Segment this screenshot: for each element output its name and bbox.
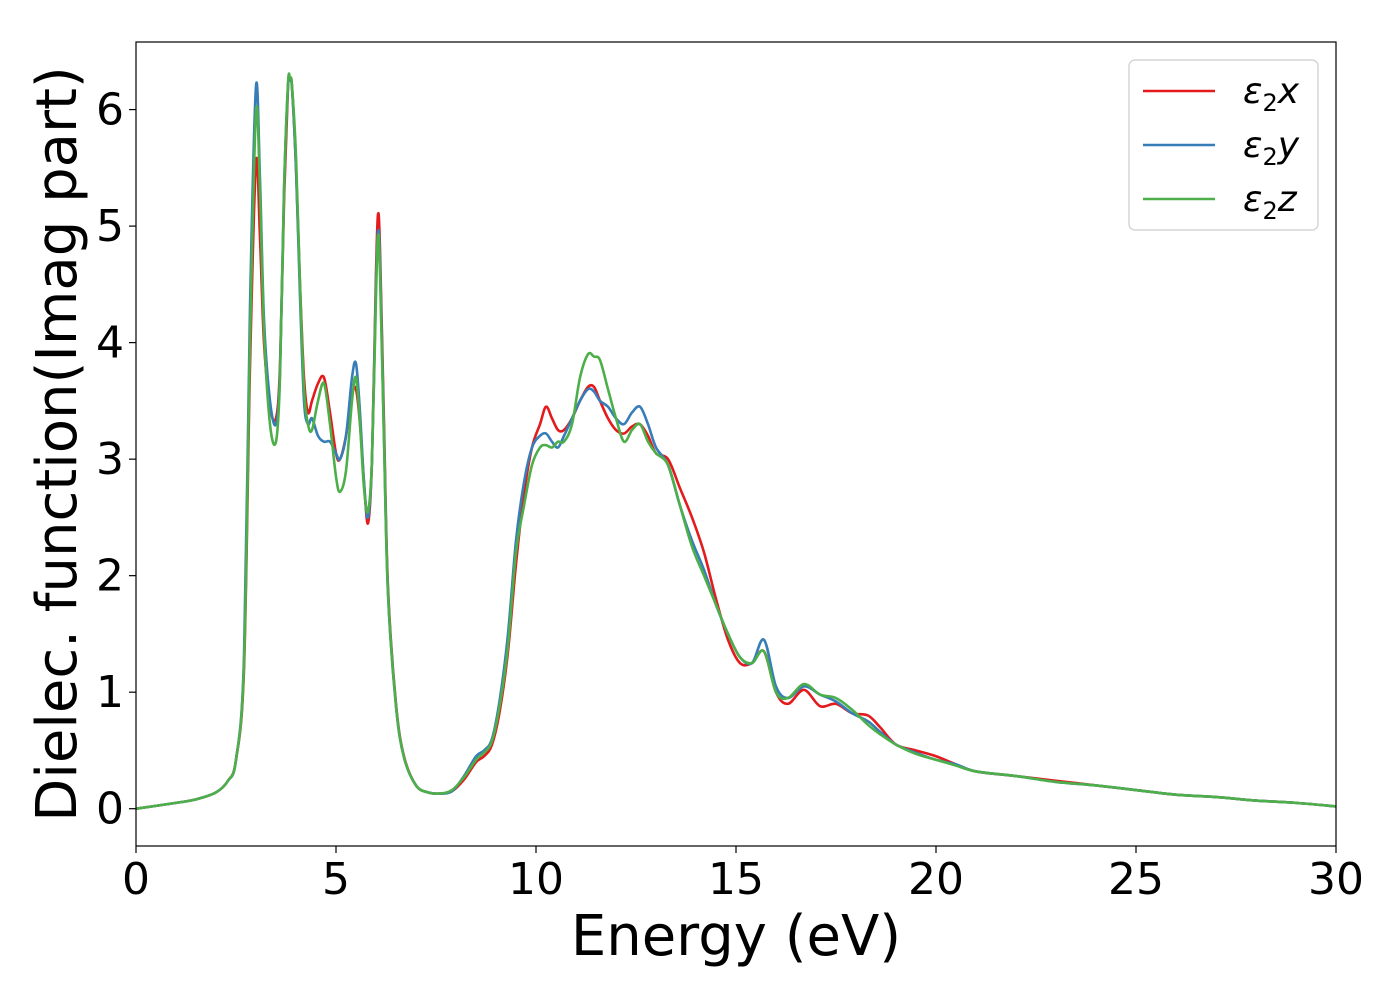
x-tick-label: 0 bbox=[122, 854, 150, 905]
legend-box bbox=[1128, 59, 1319, 231]
x-tick-label: 30 bbox=[1308, 854, 1364, 905]
legend-label-z: ε2z bbox=[1243, 179, 1298, 225]
x-tick-label: 5 bbox=[322, 854, 350, 905]
y-axis: 0 1 2 3 4 5 6 bbox=[96, 85, 136, 835]
y-tick-label: 1 bbox=[96, 667, 124, 718]
y-axis-label: Dielec. function(Imag part) bbox=[25, 66, 90, 822]
x-tick-label: 10 bbox=[508, 854, 564, 905]
series-line-z bbox=[136, 72, 1336, 811]
x-axis: 0 5 10 15 20 25 30 bbox=[122, 846, 1364, 905]
y-tick-label: 4 bbox=[96, 318, 124, 369]
y-tick-label: 2 bbox=[96, 551, 124, 602]
y-tick-label: 3 bbox=[96, 434, 124, 485]
x-tick-label: 25 bbox=[1108, 854, 1164, 905]
x-axis-label: Energy (eV) bbox=[571, 904, 901, 969]
x-tick-label: 20 bbox=[908, 854, 964, 905]
y-tick-label: 5 bbox=[96, 201, 124, 252]
legend-label-x: ε2x bbox=[1243, 71, 1300, 117]
series-layer bbox=[136, 72, 1336, 811]
legend-label-y: ε2y bbox=[1243, 125, 1300, 171]
x-tick-label: 15 bbox=[708, 854, 764, 905]
legend: ε2x ε2y ε2z bbox=[1128, 59, 1319, 231]
y-tick-label: 6 bbox=[96, 85, 124, 136]
y-tick-label: 0 bbox=[96, 784, 124, 835]
